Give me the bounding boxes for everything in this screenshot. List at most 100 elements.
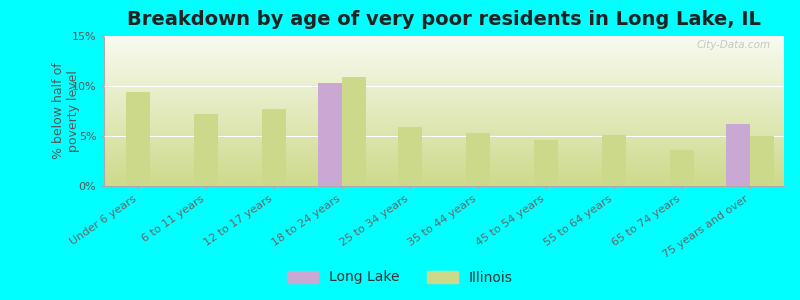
Bar xyxy=(104,77,784,78)
Bar xyxy=(104,72,784,73)
Bar xyxy=(104,179,784,180)
Bar xyxy=(104,51,784,52)
Bar xyxy=(104,158,784,159)
Bar xyxy=(104,169,784,170)
Bar xyxy=(104,117,784,118)
Bar xyxy=(104,83,784,84)
Bar xyxy=(318,83,342,186)
Bar xyxy=(262,109,286,186)
Bar xyxy=(104,152,784,153)
Bar xyxy=(104,180,784,181)
Bar xyxy=(104,116,784,117)
Bar xyxy=(104,52,784,53)
Bar xyxy=(104,90,784,91)
Bar xyxy=(104,175,784,176)
Bar xyxy=(104,93,784,94)
Bar xyxy=(104,114,784,115)
Bar xyxy=(104,160,784,161)
Bar xyxy=(104,149,784,150)
Bar xyxy=(104,171,784,172)
Bar xyxy=(104,100,784,101)
Bar xyxy=(104,92,784,93)
Bar xyxy=(104,96,784,97)
Bar xyxy=(104,87,784,88)
Bar xyxy=(104,65,784,66)
Bar xyxy=(104,107,784,108)
Bar xyxy=(104,177,784,178)
Bar xyxy=(104,86,784,87)
Bar xyxy=(104,156,784,157)
Bar xyxy=(104,46,784,47)
Bar xyxy=(104,42,784,43)
Bar xyxy=(104,146,784,147)
Bar xyxy=(104,176,784,177)
Bar xyxy=(104,173,784,174)
Bar xyxy=(104,82,784,83)
Bar xyxy=(104,71,784,72)
Bar xyxy=(104,120,784,121)
Bar xyxy=(104,127,784,128)
Y-axis label: % below half of
poverty level: % below half of poverty level xyxy=(52,63,80,159)
Bar xyxy=(104,104,784,105)
Bar xyxy=(104,132,784,133)
Bar xyxy=(104,162,784,163)
Bar xyxy=(104,55,784,56)
Bar xyxy=(104,82,784,83)
Bar xyxy=(104,139,784,140)
Bar xyxy=(104,76,784,77)
Bar xyxy=(104,165,784,166)
Bar xyxy=(104,111,784,112)
Bar xyxy=(104,118,784,119)
Bar xyxy=(104,47,784,48)
Bar xyxy=(104,145,784,146)
Bar xyxy=(104,163,784,164)
Bar xyxy=(104,103,784,104)
Bar xyxy=(104,101,784,102)
Bar xyxy=(104,91,784,92)
Bar xyxy=(104,73,784,74)
Bar xyxy=(104,128,784,129)
Bar xyxy=(104,59,784,60)
Bar xyxy=(104,168,784,169)
Bar xyxy=(104,119,784,120)
Bar xyxy=(104,63,784,64)
Bar xyxy=(104,154,784,155)
Bar xyxy=(104,185,784,186)
Bar xyxy=(104,183,784,184)
Bar xyxy=(466,133,490,186)
Bar xyxy=(104,67,784,68)
Bar xyxy=(104,174,784,175)
Bar xyxy=(104,79,784,80)
Bar xyxy=(104,140,784,141)
Bar xyxy=(104,110,784,111)
Bar xyxy=(104,122,784,123)
Bar xyxy=(104,100,784,101)
Bar xyxy=(104,74,784,75)
Bar xyxy=(104,84,784,85)
Bar xyxy=(104,113,784,114)
Bar xyxy=(104,167,784,168)
Bar xyxy=(104,37,784,38)
Bar xyxy=(104,108,784,109)
Bar xyxy=(104,160,784,161)
Bar xyxy=(104,169,784,170)
Bar xyxy=(104,136,784,137)
Bar xyxy=(126,92,150,186)
Bar xyxy=(104,58,784,59)
Bar xyxy=(750,136,774,186)
Bar xyxy=(104,81,784,82)
Bar xyxy=(104,40,784,41)
Bar xyxy=(104,138,784,139)
Bar xyxy=(104,75,784,76)
Bar xyxy=(104,172,784,173)
Bar xyxy=(104,184,784,185)
Bar xyxy=(104,88,784,89)
Text: City-Data.com: City-Data.com xyxy=(696,40,770,50)
Bar xyxy=(726,124,750,186)
Bar xyxy=(104,147,784,148)
Bar xyxy=(104,38,784,39)
Bar xyxy=(104,153,784,154)
Bar xyxy=(104,112,784,113)
Bar xyxy=(104,69,784,70)
Bar xyxy=(104,170,784,171)
